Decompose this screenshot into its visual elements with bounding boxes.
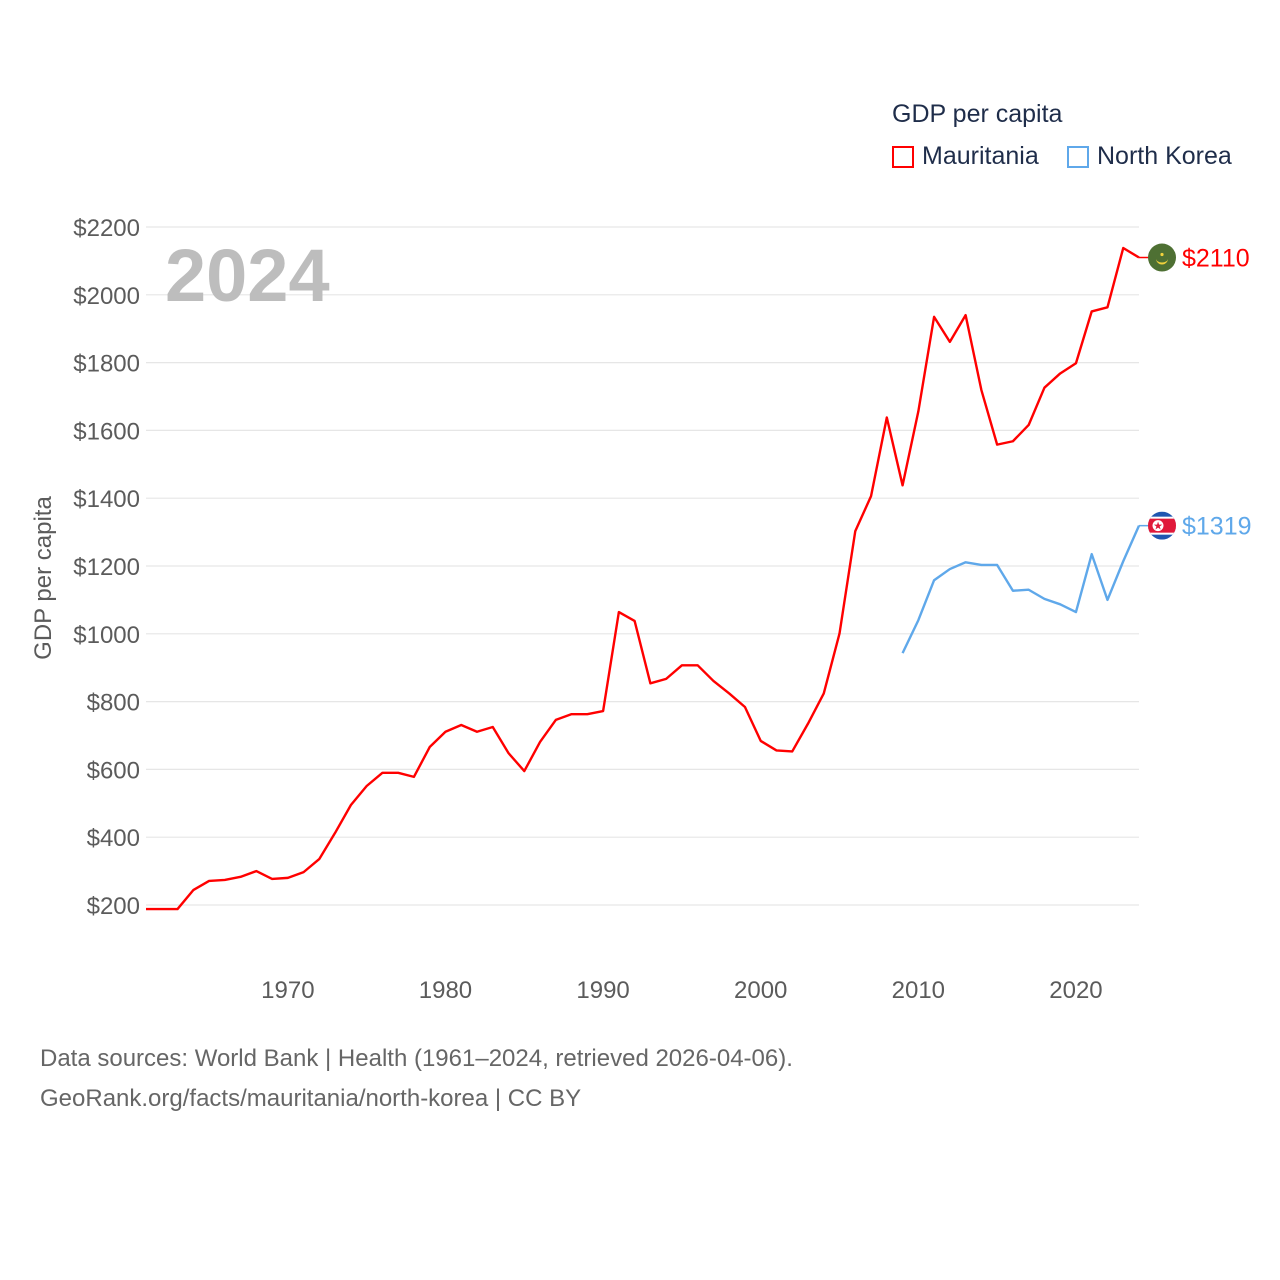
legend-item-north-korea[interactable]: North Korea — [1067, 142, 1232, 171]
x-tick-label: 1970 — [261, 977, 314, 1004]
y-tick-label: $1200 — [73, 554, 140, 581]
x-tick-label: 2010 — [892, 977, 945, 1004]
legend-item-mauritania[interactable]: Mauritania — [892, 142, 1039, 171]
mauritania-flag-icon — [1148, 243, 1176, 272]
y-tick-label: $600 — [87, 757, 140, 784]
legend-title: GDP per capita — [892, 100, 1063, 128]
star-icon: ★ — [1153, 521, 1163, 533]
y-tick-label: $2000 — [73, 283, 140, 310]
series-lines — [146, 246, 1141, 911]
end-value-label: $2110 — [1182, 245, 1250, 273]
x-tick-label: 1990 — [576, 977, 629, 1004]
end-value-label: $1319 — [1182, 513, 1252, 541]
white-disc — [1152, 520, 1164, 532]
flag-background — [1148, 243, 1176, 272]
y-axis-ticks: $200 $400 $600 $800 $1000 $1200 $1400 $1600 $180… — [73, 215, 140, 920]
star-icon — [1160, 252, 1164, 257]
x-tick-label: 2020 — [1049, 977, 1102, 1004]
end-labels: $2110 ★ $1319 — [1139, 243, 1252, 541]
y-tick-label: $2200 — [73, 215, 140, 242]
y-tick-label: $1600 — [73, 418, 140, 445]
y-tick-label: $400 — [87, 825, 140, 852]
y-axis-title: GDP per capita — [30, 496, 57, 660]
y-tick-label: $200 — [87, 893, 140, 920]
legend-swatch — [1067, 145, 1089, 168]
x-tick-label: 2000 — [734, 977, 787, 1004]
legend-label: North Korea — [1097, 142, 1232, 170]
data-sources: Data sources: World Bank | Health (1961–… — [40, 1045, 793, 1072]
series-line-north-korea — [901, 525, 1141, 654]
x-tick-label: 1980 — [419, 977, 472, 1004]
legend-label: Mauritania — [922, 142, 1039, 170]
y-tick-label: $1000 — [73, 622, 140, 649]
x-axis-ticks: 1970 1980 1990 2000 2010 2020 — [261, 977, 1102, 1004]
y-tick-label: $1400 — [73, 486, 140, 513]
gridlines — [146, 226, 1139, 906]
year-badge: 2024 — [165, 234, 330, 317]
legend-swatch — [892, 145, 914, 168]
y-tick-label: $800 — [87, 690, 140, 717]
credit-link[interactable]: GeoRank.org/facts/mauritania/north-korea… — [40, 1085, 582, 1112]
y-tick-label: $1800 — [73, 351, 140, 378]
series-line-mauritania — [146, 246, 1140, 911]
north-korea-flag-icon: ★ — [1148, 511, 1176, 540]
crescent-icon — [1156, 258, 1168, 265]
